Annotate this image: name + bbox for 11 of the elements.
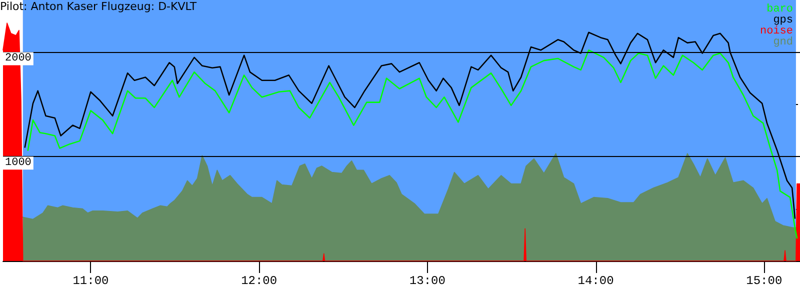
x-tick-label: 13:00: [409, 274, 446, 288]
text: gnd: [773, 36, 793, 48]
y-tick-label: 1000: [5, 157, 32, 170]
x-tick-label: 11:00: [72, 274, 109, 288]
text: baro: [766, 4, 793, 16]
text: noise: [760, 26, 793, 38]
y-tick-label: 2000: [5, 52, 32, 65]
text: gps: [773, 14, 793, 26]
x-tick-label: 14:00: [578, 274, 614, 288]
x-tick-label: 15:00: [746, 274, 782, 288]
x-tick-label: 12:00: [241, 274, 278, 288]
